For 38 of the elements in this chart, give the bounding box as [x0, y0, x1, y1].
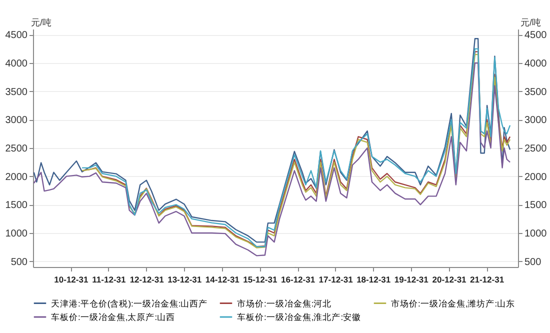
x-tick-label: 21-12-31	[470, 274, 504, 284]
legend-label: 市场价:一级冶金焦:河北	[237, 298, 332, 308]
y2-tick-label: 2500	[524, 144, 548, 154]
x-tick-label: 15-12-31	[243, 274, 278, 284]
y2-tick-label: 3000	[524, 115, 548, 126]
x-tick-label: 10-12-31	[54, 274, 88, 284]
y2-tick-label: 3500	[524, 86, 548, 98]
y2-tick-label: 2000	[524, 172, 548, 183]
y2-tick-label: 4500	[524, 30, 548, 42]
line-series	[33, 62, 511, 256]
y2-tick-label: 1000	[524, 228, 548, 240]
legend-label: 车板价:一级冶金焦,太原产:山西	[51, 312, 176, 322]
y2-tick-label: 500	[524, 256, 542, 268]
y-tick-label: 2500	[5, 144, 28, 154]
legend-label: 天津港:平仓价(含税):一级冶金焦:山西产	[51, 298, 208, 308]
y-axis-title: 元/吨	[30, 18, 52, 28]
x-tick-label: 19-12-31	[394, 274, 429, 284]
y-tick-label: 4500	[5, 30, 28, 42]
x-tick-label: 17-12-31	[318, 274, 354, 284]
x-tick-label: 12-12-31	[130, 274, 164, 284]
legend-label: 市场价:一级冶金焦,潍坊产:山东	[391, 298, 516, 308]
y-tick-label: 1000	[5, 228, 28, 240]
x-tick-label: 14-12-31	[205, 274, 240, 284]
x-tick-label: 20-12-31	[432, 274, 467, 284]
y-tick-label: 500	[10, 256, 28, 268]
x-tick-label: 18-12-31	[356, 274, 391, 284]
y2-tick-label: 4000	[524, 58, 548, 70]
legend-label: 车板价:一级冶金焦,淮北产:安徽	[237, 312, 362, 322]
y-tick-label: 1500	[5, 200, 28, 212]
y2-tick-label: 1500	[524, 200, 548, 212]
y2-axis-title: 元/吨	[520, 18, 542, 28]
y-tick-label: 4000	[5, 58, 28, 70]
y-tick-label: 3500	[5, 86, 28, 98]
x-tick-label: 13-12-31	[168, 274, 202, 284]
x-tick-label: 11-12-31	[92, 274, 126, 284]
y-tick-label: 3000	[5, 115, 28, 126]
x-tick-label: 16-12-31	[281, 274, 316, 284]
y-tick-label: 2000	[5, 172, 28, 183]
